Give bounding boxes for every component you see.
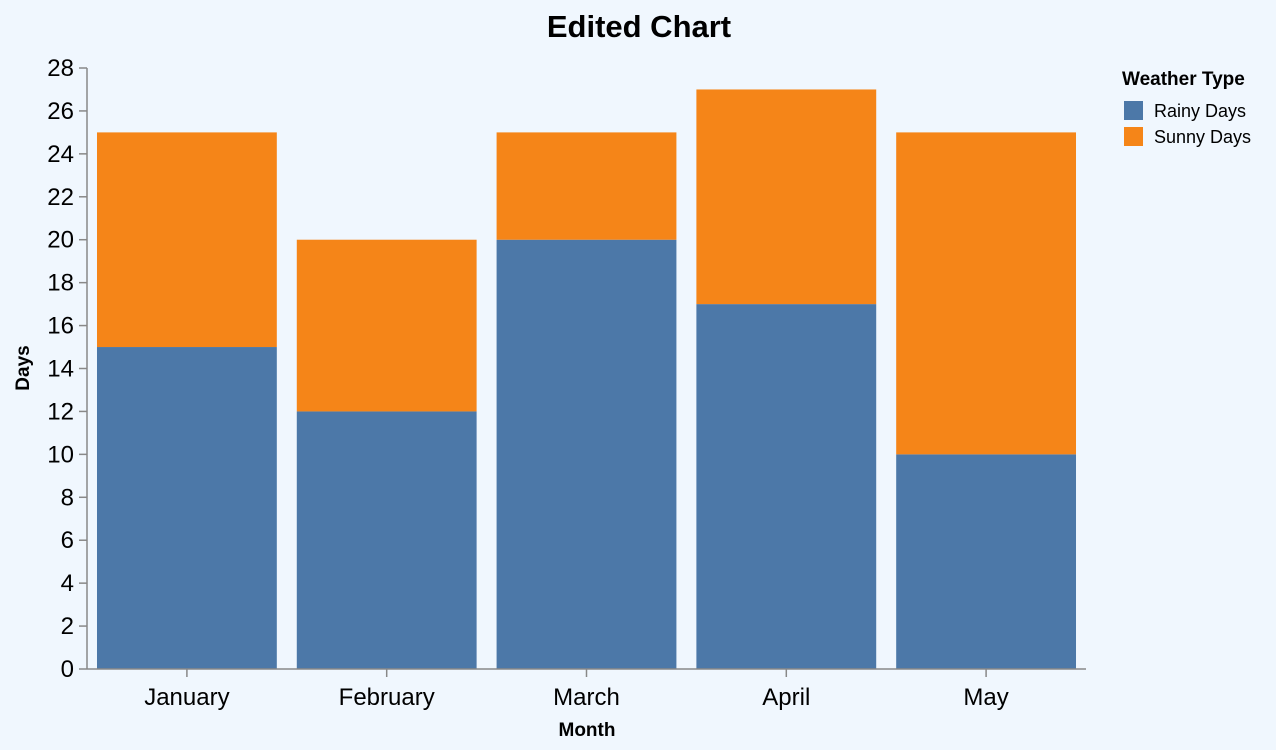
x-tick-label: April	[762, 684, 810, 711]
legend-item: Rainy Days	[1124, 101, 1246, 121]
bar-sunny-days-may	[896, 132, 1077, 455]
bar-sunny-days-february	[296, 239, 477, 412]
legend-item: Sunny Days	[1124, 127, 1251, 147]
legend-label: Sunny Days	[1154, 127, 1251, 147]
legend-swatch	[1124, 127, 1143, 146]
legend-swatch	[1124, 101, 1143, 120]
legend-title: Weather Type	[1122, 69, 1245, 90]
y-tick-label: 14	[47, 356, 74, 383]
y-tick-label: 8	[61, 484, 74, 511]
chart-title: Edited Chart	[547, 9, 731, 44]
legend-items: Rainy Days Sunny Days	[1124, 101, 1251, 147]
bar-rainy-days-may	[896, 454, 1077, 669]
legend: Weather Type Rainy Days Sunny Days	[1122, 69, 1251, 147]
legend-label: Rainy Days	[1154, 101, 1246, 121]
y-tick-label: 26	[47, 98, 74, 125]
bar-rainy-days-march	[496, 239, 677, 669]
bar-sunny-days-march	[496, 132, 677, 240]
y-tick-label: 0	[61, 656, 74, 683]
bars	[96, 89, 1077, 669]
y-tick-label: 2	[61, 613, 74, 640]
bar-sunny-days-april	[696, 89, 877, 305]
y-tick-label: 10	[47, 441, 74, 468]
y-tick-label: 4	[61, 570, 74, 597]
x-tick-label: March	[553, 684, 620, 711]
x-axis: January February March April May	[87, 668, 1086, 711]
x-tick-label: February	[339, 684, 435, 711]
bar-rainy-days-february	[296, 411, 477, 669]
x-tick-label: January	[144, 684, 229, 711]
x-tick-label: May	[963, 684, 1008, 711]
x-axis-title: Month	[559, 720, 616, 741]
y-tick-label: 12	[47, 398, 74, 425]
y-tick-label: 22	[47, 184, 74, 211]
y-tick-label: 16	[47, 313, 74, 340]
y-tick-label: 6	[61, 527, 74, 554]
y-tick-label: 28	[47, 55, 74, 82]
y-tick-label: 20	[47, 227, 74, 254]
bar-rainy-days-january	[96, 347, 277, 669]
bar-sunny-days-january	[96, 132, 277, 348]
y-tick-label: 24	[47, 141, 74, 168]
bar-rainy-days-april	[696, 304, 877, 669]
y-tick-label: 18	[47, 270, 74, 297]
y-axis-title: Days	[13, 345, 34, 390]
